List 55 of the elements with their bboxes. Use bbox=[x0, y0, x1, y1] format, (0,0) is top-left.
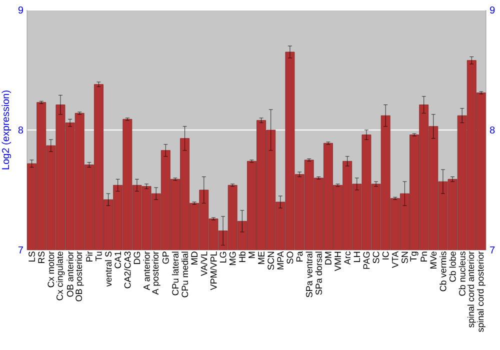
x-tick-label: Cb vermis bbox=[440, 252, 446, 292]
x-tick-label: CA2/CA3 bbox=[124, 252, 131, 288]
x-tick-label: spinal cord anterior bbox=[467, 251, 476, 328]
x-tick-label: Hb bbox=[238, 252, 246, 262]
x-tick-label: VMH bbox=[334, 252, 341, 272]
x-tick-label: ME bbox=[258, 252, 264, 264]
x-tick-label: MG bbox=[229, 252, 236, 265]
x-tick-label: SCN bbox=[268, 252, 274, 270]
x-tick-label: VPM/VPL bbox=[210, 251, 217, 290]
x-tick-label: MVe bbox=[430, 252, 437, 268]
x-tick-label: LS bbox=[28, 252, 35, 262]
x-tick-label: SC bbox=[372, 252, 380, 264]
x-tick-label: Cx cingulate bbox=[56, 252, 65, 300]
x-tick-label: MD bbox=[191, 252, 198, 264]
x-tick-label: A anterior bbox=[143, 251, 150, 290]
x-tick-label: VA/VL bbox=[200, 251, 208, 276]
x-tick-label: Cb lobe bbox=[449, 252, 456, 282]
x-tick-label: Pir bbox=[86, 251, 92, 262]
x-tick-label: M bbox=[248, 252, 255, 258]
x-tick-label: LH bbox=[354, 252, 360, 262]
x-tick-label: SPa ventral bbox=[306, 252, 312, 298]
x-tick-label: MPA bbox=[277, 251, 284, 270]
x-tick-label: SN bbox=[402, 252, 408, 264]
x-tick-label: DG bbox=[134, 252, 140, 264]
x-tick-label: GP bbox=[162, 252, 169, 264]
x-tick-label: spinal cord posterior bbox=[477, 251, 486, 332]
x-tick-label: LG bbox=[220, 252, 226, 262]
x-tick-label: Cx motor bbox=[48, 251, 54, 288]
x-tick-label: SO bbox=[286, 252, 294, 264]
y2-tick-label: 7 bbox=[490, 246, 495, 254]
y-tick-label: 7 bbox=[18, 246, 23, 254]
x-tick-label: VTA bbox=[392, 251, 398, 268]
y2-tick-label: 9 bbox=[490, 6, 495, 14]
x-tick-label: SPa dorsal bbox=[315, 252, 322, 295]
x-tick-label: Pn bbox=[420, 252, 427, 262]
x-tick-label: CPu medial bbox=[181, 252, 188, 298]
y2-tick-label: 8 bbox=[490, 126, 495, 134]
x-tick-label: RS bbox=[38, 252, 45, 263]
x-tick-label: OB anterior bbox=[66, 251, 74, 297]
x-tick-label: Pa bbox=[296, 251, 303, 262]
x-tick-label: ventral S bbox=[104, 252, 112, 287]
y-tick-label: 8 bbox=[18, 126, 24, 134]
x-tick-label: CA1 bbox=[114, 252, 122, 268]
y-axis-title: Log2 (expression) bbox=[2, 90, 12, 170]
x-tick-label: CPu lateral bbox=[172, 252, 179, 296]
x-tick-label: DM bbox=[325, 252, 332, 264]
x-tick-label: A posterior bbox=[152, 251, 160, 295]
x-tick-label: IC bbox=[382, 252, 389, 260]
y-tick-label: 9 bbox=[18, 6, 24, 14]
x-tick-label: Tu bbox=[96, 252, 102, 262]
x-tick-label: Cb nucleus bbox=[458, 252, 466, 296]
x-tick-label: PAG bbox=[363, 252, 370, 269]
x-tick-label: OB posterior bbox=[75, 251, 84, 302]
x-tick-label: Arc bbox=[344, 251, 350, 265]
x-tick-label: Tg bbox=[410, 252, 418, 262]
